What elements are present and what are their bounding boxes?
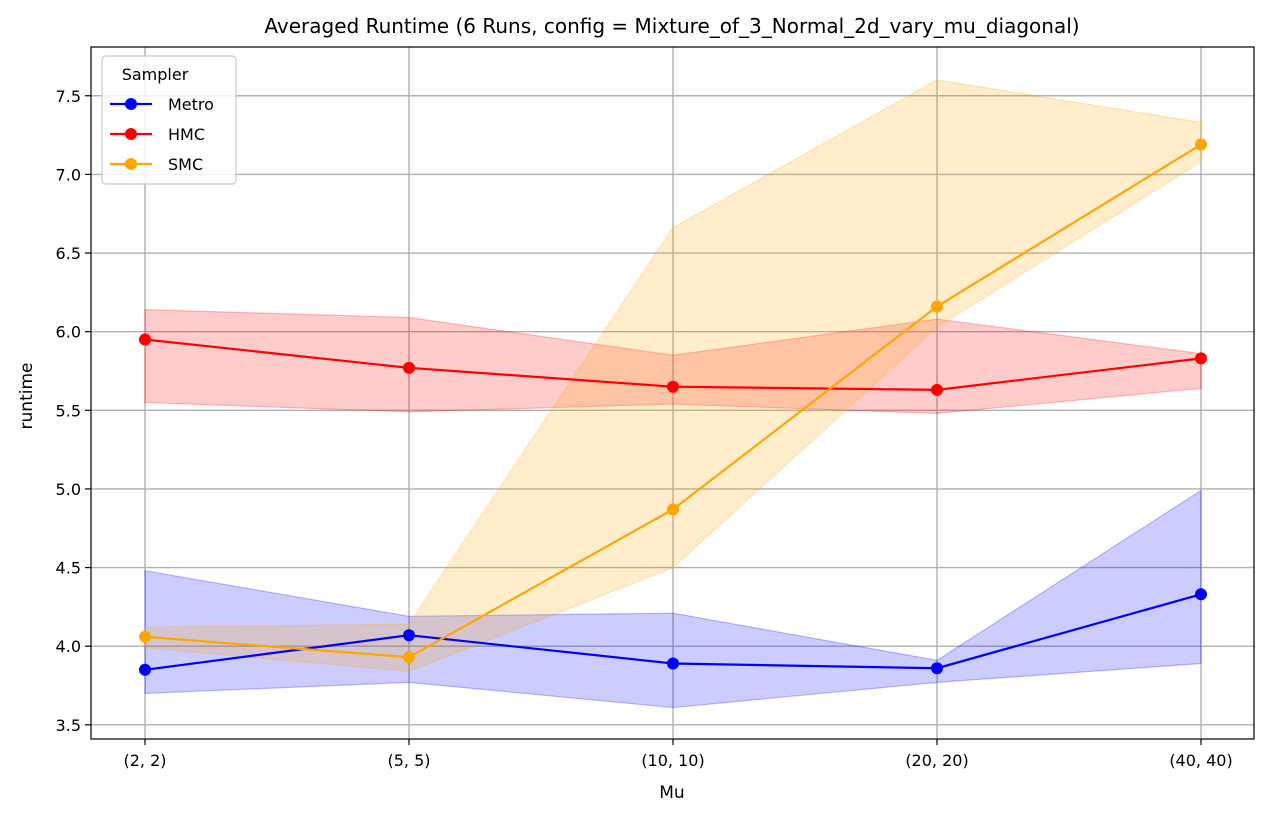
hmc-point xyxy=(139,333,151,346)
smc-point xyxy=(403,651,415,664)
y-tick-label: 7.0 xyxy=(56,165,81,184)
series-markers xyxy=(139,138,1207,676)
metro-point xyxy=(1195,588,1207,601)
legend: Sampler Metro HMC SMC xyxy=(101,55,237,185)
legend-entries: Metro HMC SMC xyxy=(110,95,214,174)
chart-title: Averaged Runtime (6 Runs, config = Mixtu… xyxy=(264,14,1079,38)
grid xyxy=(91,47,1254,739)
smc-point xyxy=(1195,138,1207,151)
axis-ticks: (2, 2) (5, 5) (10, 10) (20, 20) (40, 40) 3.5 4… xyxy=(56,87,1233,770)
x-axis-label: Mu xyxy=(659,783,684,803)
metro-point xyxy=(403,629,415,642)
x-tick-label: (5, 5) xyxy=(387,751,430,770)
smc-point xyxy=(667,503,679,516)
legend-box xyxy=(101,55,237,185)
legend-entry-metro: Metro xyxy=(110,95,214,114)
x-tick-label: (2, 2) xyxy=(123,751,166,770)
legend-swatch-marker xyxy=(125,98,137,110)
y-tick-label: 5.5 xyxy=(56,401,81,420)
hmc-point xyxy=(931,383,943,396)
y-tick-label: 3.5 xyxy=(56,716,81,735)
x-tick-label: (40, 40) xyxy=(1169,751,1232,770)
legend-swatch-marker xyxy=(125,158,137,170)
metro-point xyxy=(667,657,679,670)
smc-point xyxy=(931,300,943,313)
y-tick-label: 4.0 xyxy=(56,637,81,656)
smc-point xyxy=(139,630,151,643)
y-tick-label: 5.0 xyxy=(56,480,81,499)
legend-title: Sampler xyxy=(122,65,189,84)
smc-band xyxy=(144,79,1202,672)
x-tick-label: (20, 20) xyxy=(905,751,968,770)
y-tick-label: 6.5 xyxy=(56,244,81,263)
legend-entry-smc: SMC xyxy=(110,155,203,174)
hmc-point xyxy=(403,361,415,374)
legend-label: Metro xyxy=(168,95,214,114)
legend-label: HMC xyxy=(168,125,205,144)
y-axis-label: runtime xyxy=(17,363,37,430)
y-tick-label: 7.5 xyxy=(56,87,81,106)
x-tick-label: (10, 10) xyxy=(641,751,704,770)
metro-point xyxy=(931,662,943,675)
hmc-point xyxy=(667,380,679,393)
hmc-point xyxy=(1195,352,1207,365)
legend-label: SMC xyxy=(168,155,203,174)
legend-swatch-marker xyxy=(125,128,137,140)
legend-entry-hmc: HMC xyxy=(110,125,205,144)
y-tick-label: 6.0 xyxy=(56,323,81,342)
metro-point xyxy=(139,663,151,676)
y-tick-label: 4.5 xyxy=(56,559,81,578)
